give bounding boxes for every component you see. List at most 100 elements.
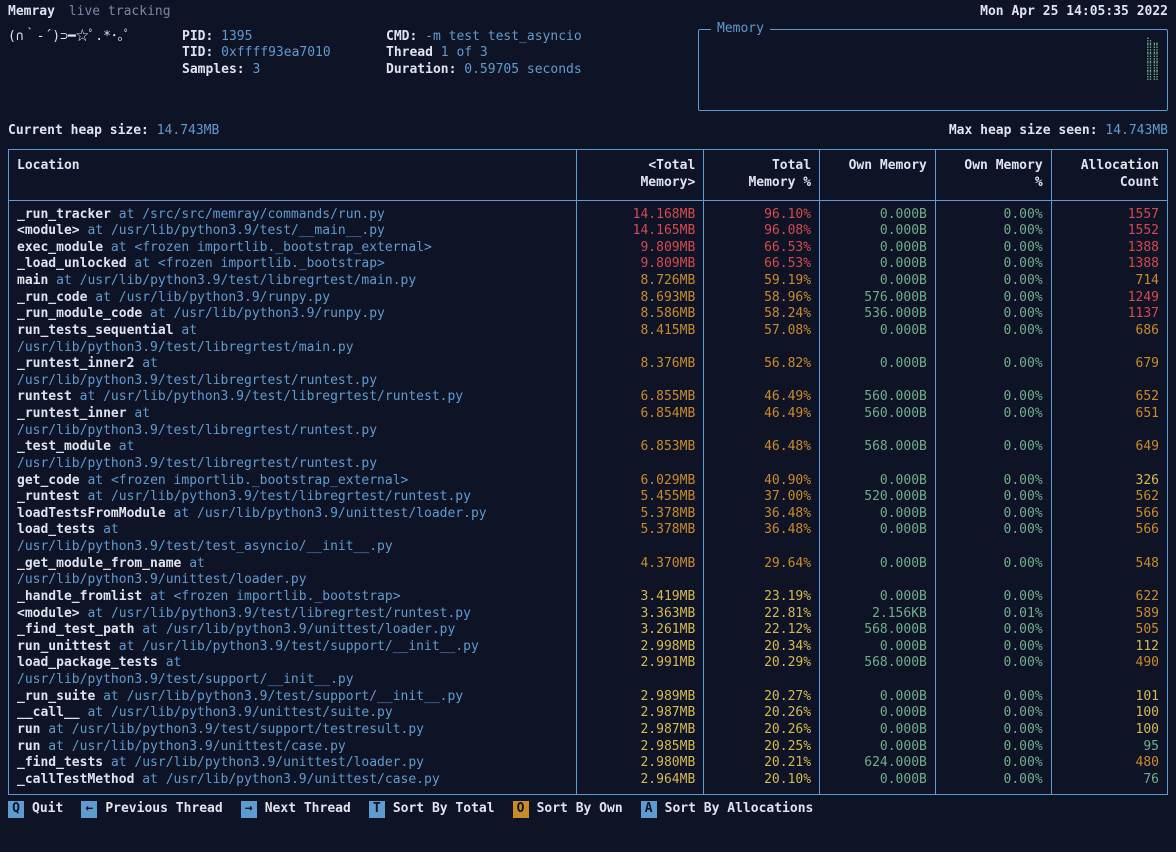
at-separator: at (80, 223, 111, 238)
cell-own-memory: 0.000B (820, 323, 936, 356)
table-row[interactable]: runtest at /usr/lib/python3.9/test/libre… (9, 389, 1167, 406)
col-own-memory[interactable]: Own Memory (820, 150, 936, 200)
cell-own-memory-pct: 0.00% (935, 639, 1051, 656)
table-row[interactable]: _test_module at /usr/lib/python3.9/test/… (9, 439, 1167, 472)
cell-alloc-count: 490 (1051, 655, 1167, 688)
table-row[interactable]: load_tests at /usr/lib/python3.9/test/te… (9, 522, 1167, 555)
table-row[interactable]: get_code at <frozen importlib._bootstrap… (9, 473, 1167, 490)
function-name: _runtest (17, 489, 80, 504)
cell-total-memory: 14.168MB (576, 200, 703, 223)
cell-total-memory-pct: 36.48% (704, 506, 820, 523)
table-row[interactable]: load_package_tests at /usr/lib/python3.9… (9, 655, 1167, 688)
col-total-memory[interactable]: <Total Memory> (576, 150, 703, 200)
table-row[interactable]: <module> at /usr/lib/python3.9/test/libr… (9, 606, 1167, 623)
source-path: <frozen importlib._bootstrap_external> (111, 473, 408, 488)
cell-total-memory: 6.855MB (576, 389, 703, 406)
keycap: T (369, 801, 385, 818)
cell-own-memory: 0.000B (820, 589, 936, 606)
table-row[interactable]: main at /usr/lib/python3.9/test/libregrt… (9, 273, 1167, 290)
cell-own-memory: 0.000B (820, 256, 936, 273)
cell-location: run at /usr/lib/python3.9/unittest/case.… (9, 739, 576, 756)
memory-box-title: Memory (711, 21, 770, 38)
cell-own-memory-pct: 0.00% (935, 689, 1051, 706)
source-path: /usr/lib/python3.9/unittest/case.py (166, 772, 440, 787)
cell-alloc-count: 480 (1051, 755, 1167, 772)
cell-alloc-count: 589 (1051, 606, 1167, 623)
cell-location: _run_module_code at /usr/lib/python3.9/r… (9, 306, 576, 323)
at-separator: at (142, 589, 173, 604)
table-row[interactable]: <module> at /usr/lib/python3.9/test/__ma… (9, 223, 1167, 240)
at-separator: at (127, 256, 158, 271)
source-path: <frozen importlib._bootstrap> (174, 589, 401, 604)
table-row[interactable]: run_tests_sequential at /usr/lib/python3… (9, 323, 1167, 356)
footer-hotkeys: QQuit ←Previous Thread →Next Thread TSort B… (0, 795, 1176, 822)
table-row[interactable]: _callTestMethod at /usr/lib/python3.9/un… (9, 772, 1167, 795)
hotkey-sort-by-total[interactable]: TSort By Total (369, 801, 495, 818)
table-row[interactable]: _run_suite at /usr/lib/python3.9/test/su… (9, 689, 1167, 706)
table-row[interactable]: _get_module_from_name at /usr/lib/python… (9, 556, 1167, 589)
table-row[interactable]: __call__ at /usr/lib/python3.9/unittest/… (9, 705, 1167, 722)
cell-alloc-count: 651 (1051, 406, 1167, 439)
table-row[interactable]: run at /usr/lib/python3.9/test/support/t… (9, 722, 1167, 739)
col-total-memory-pct[interactable]: Total Memory % (704, 150, 820, 200)
table-row[interactable]: _run_code at /usr/lib/python3.9/runpy.py… (9, 290, 1167, 307)
at-separator: at (158, 655, 181, 670)
cell-total-memory: 4.370MB (576, 556, 703, 589)
hotkey-label: Quit (32, 801, 63, 818)
table-row[interactable]: _runtest at /usr/lib/python3.9/test/libr… (9, 489, 1167, 506)
col-own-memory-pct[interactable]: Own Memory % (935, 150, 1051, 200)
table-row[interactable]: loadTestsFromModule at /usr/lib/python3.… (9, 506, 1167, 523)
cell-location: <module> at /usr/lib/python3.9/test/libr… (9, 606, 576, 623)
table-row[interactable]: _handle_fromlist at <frozen importlib._b… (9, 589, 1167, 606)
table-row[interactable]: run_unittest at /usr/lib/python3.9/test/… (9, 639, 1167, 656)
table-row[interactable]: _run_module_code at /usr/lib/python3.9/r… (9, 306, 1167, 323)
cell-own-memory-pct: 0.00% (935, 722, 1051, 739)
cell-own-memory: 0.000B (820, 356, 936, 389)
at-separator: at (134, 356, 157, 371)
at-separator: at (111, 207, 142, 222)
cell-total-memory-pct: 22.81% (704, 606, 820, 623)
table-row[interactable]: exec_module at <frozen importlib._bootst… (9, 240, 1167, 257)
hotkey-previous-thread[interactable]: ←Previous Thread (81, 801, 222, 818)
hotkey-sort-by-own[interactable]: OSort By Own (513, 801, 623, 818)
hotkey-next-thread[interactable]: →Next Thread (241, 801, 351, 818)
cell-alloc-count: 101 (1051, 689, 1167, 706)
cell-own-memory-pct: 0.00% (935, 772, 1051, 795)
cell-location: main at /usr/lib/python3.9/test/libregrt… (9, 273, 576, 290)
hotkey-label: Next Thread (265, 801, 351, 818)
table-row[interactable]: _runtest_inner2 at /usr/lib/python3.9/te… (9, 356, 1167, 389)
cell-total-memory-pct: 36.48% (704, 522, 820, 555)
cell-total-memory-pct: 23.19% (704, 589, 820, 606)
at-separator: at (80, 473, 111, 488)
col-location[interactable]: Location (9, 150, 576, 200)
table-row[interactable]: run at /usr/lib/python3.9/unittest/case.… (9, 739, 1167, 756)
thread-label: Thread (386, 45, 433, 60)
at-separator: at (72, 389, 103, 404)
cell-total-memory-pct: 58.96% (704, 290, 820, 307)
cell-alloc-count: 686 (1051, 323, 1167, 356)
col-alloc-count[interactable]: Allocation Count (1051, 150, 1167, 200)
table-row[interactable]: _find_tests at /usr/lib/python3.9/unitte… (9, 755, 1167, 772)
cell-alloc-count: 566 (1051, 522, 1167, 555)
table-row[interactable]: _find_test_path at /usr/lib/python3.9/un… (9, 622, 1167, 639)
table-row[interactable]: _load_unlocked at <frozen importlib._boo… (9, 256, 1167, 273)
memory-sparkline: ⣦⣀ ⣿⣿ ⣿⣿ ⣿⣿ ⣿⣿ (1146, 36, 1159, 81)
cell-alloc-count: 1552 (1051, 223, 1167, 240)
cell-total-memory-pct: 96.08% (704, 223, 820, 240)
hotkey-quit[interactable]: QQuit (8, 801, 63, 818)
function-name: _run_tracker (17, 207, 111, 222)
cell-total-memory: 2.987MB (576, 722, 703, 739)
cell-own-memory-pct: 0.00% (935, 739, 1051, 756)
table-row[interactable]: _runtest_inner at /usr/lib/python3.9/tes… (9, 406, 1167, 439)
function-name: _run_code (17, 290, 87, 305)
cell-own-memory-pct: 0.00% (935, 290, 1051, 307)
cmd-label: CMD: (386, 29, 417, 44)
cell-alloc-count: 622 (1051, 589, 1167, 606)
cell-own-memory: 520.000B (820, 489, 936, 506)
table-row[interactable]: _run_tracker at /src/src/memray/commands… (9, 200, 1167, 223)
cell-location: _runtest_inner at /usr/lib/python3.9/tes… (9, 406, 576, 439)
hotkey-sort-by-allocations[interactable]: ASort By Allocations (641, 801, 814, 818)
source-path: <frozen importlib._bootstrap> (158, 256, 385, 271)
cell-total-memory-pct: 58.24% (704, 306, 820, 323)
source-path: /usr/lib/python3.9/unittest/loader.py (134, 755, 424, 770)
